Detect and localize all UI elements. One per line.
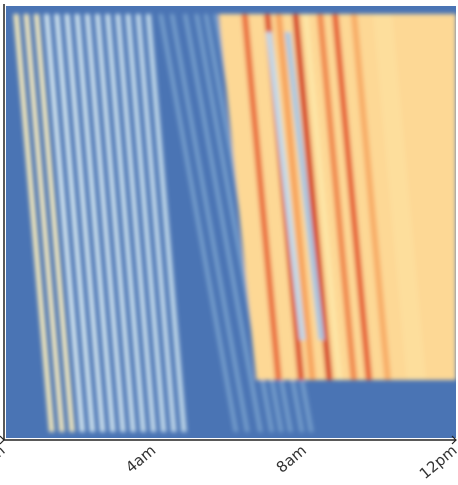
x-ticks: 12am 4am 8am 12pm <box>0 441 458 483</box>
stripe <box>104 14 147 432</box>
stripe <box>33 14 75 432</box>
stripe <box>84 14 126 432</box>
stripe <box>145 14 187 432</box>
hot-streak <box>241 14 282 380</box>
stripe <box>43 14 85 432</box>
hot-streak <box>331 14 373 380</box>
stripe <box>64 14 106 432</box>
hot-streak <box>275 14 316 380</box>
stripe <box>135 14 177 432</box>
hot-streak <box>350 14 392 380</box>
hot-streak <box>292 14 333 380</box>
x-tick-label: 12am <box>0 441 9 482</box>
cool-gap <box>284 32 325 340</box>
stripe <box>115 14 157 432</box>
stripe <box>74 14 116 432</box>
cool-gap <box>265 32 306 340</box>
stripe <box>94 14 136 432</box>
light-streak <box>373 14 426 380</box>
light-streak <box>303 14 342 380</box>
x-tick-label: 4am <box>122 441 159 476</box>
faint-stripe <box>182 14 263 432</box>
stripe <box>23 14 65 432</box>
x-axis-arrow-right-icon <box>451 435 457 445</box>
x-tick-label: 8am <box>273 441 310 476</box>
faint-stripe <box>158 14 239 432</box>
hot-streak <box>316 14 358 380</box>
heatmap-cells <box>13 14 456 432</box>
stripe <box>54 14 96 432</box>
x-tick-label: 12pm <box>416 441 458 483</box>
faint-stripe <box>169 14 250 432</box>
stripe <box>125 14 167 432</box>
stripe <box>13 14 55 432</box>
x-axis-arrow-left-icon <box>0 435 5 445</box>
